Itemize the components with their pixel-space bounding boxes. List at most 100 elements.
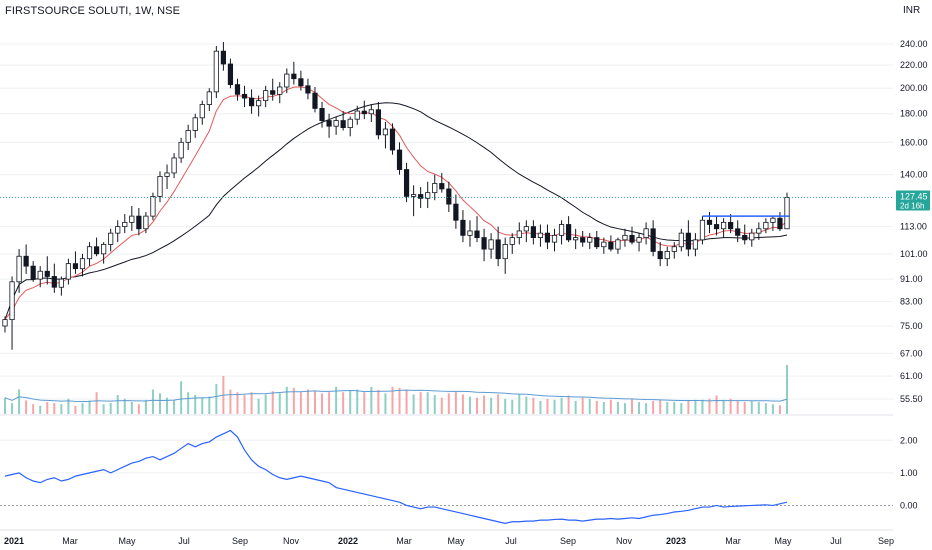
- candle: [2, 316, 8, 333]
- candle-body: [537, 232, 544, 238]
- candle-body: [523, 226, 529, 232]
- candle: [136, 208, 142, 236]
- candle: [65, 258, 72, 285]
- candle: [544, 224, 551, 250]
- candle: [601, 237, 607, 254]
- candle-body: [361, 110, 367, 115]
- candle-body: [220, 50, 226, 65]
- volume-bar: [166, 397, 169, 414]
- candle: [720, 218, 727, 238]
- price-axis[interactable]: 240.00 220.00 200.00 180.00 160.00 140.00 113.…: [896, 39, 930, 510]
- volume-bar: [778, 405, 781, 414]
- candle: [298, 70, 304, 91]
- candle-body: [44, 270, 50, 277]
- candle-body: [516, 230, 522, 238]
- volume-bar: [328, 392, 331, 414]
- candle: [178, 137, 184, 163]
- candle-body: [706, 219, 713, 225]
- time-axis[interactable]: 2021 Mar May Jul Sep Nov 2022 Mar May Jul Sep Nov 20…: [4, 536, 894, 546]
- candle-body: [143, 215, 149, 230]
- candle-body: [319, 108, 325, 121]
- volume-bar: [236, 392, 239, 414]
- candle-body: [763, 221, 769, 230]
- candle-body: [622, 234, 628, 241]
- candle: [30, 261, 36, 282]
- candle: [742, 224, 748, 245]
- candle: [171, 153, 177, 179]
- candle: [446, 181, 452, 213]
- osc-tick-label: 0.00: [900, 500, 918, 510]
- candle: [530, 220, 536, 245]
- candle-body: [629, 234, 635, 243]
- candle-body: [213, 50, 219, 93]
- volume-bar: [116, 394, 119, 414]
- candle-body: [608, 241, 614, 250]
- volume-bar: [342, 392, 345, 414]
- candle-body: [108, 232, 114, 245]
- time-tick-label: May: [118, 536, 136, 546]
- candle: [248, 89, 255, 114]
- candle: [706, 212, 713, 234]
- candle: [502, 237, 508, 274]
- candle-body: [171, 157, 177, 174]
- symbol-title[interactable]: FIRSTSOURCE SOLUTI, 1W, NSE: [5, 5, 181, 17]
- volume-bar: [18, 389, 21, 414]
- candle-body: [389, 128, 396, 151]
- candle-body: [439, 183, 445, 190]
- candle: [256, 95, 262, 117]
- volume-average-line: [4, 389, 788, 402]
- volume-bar: [384, 393, 387, 414]
- candle-body: [530, 226, 536, 238]
- candle-body: [382, 128, 389, 136]
- candle: [749, 228, 755, 247]
- volume-bar: [201, 397, 204, 414]
- candle-body: [277, 86, 283, 95]
- candle-body: [164, 172, 170, 177]
- candle-body: [425, 192, 431, 199]
- candle: [192, 113, 198, 138]
- candle-body: [615, 239, 621, 250]
- volume-bar: [144, 399, 147, 414]
- price-tick-label: 140.00: [900, 170, 928, 180]
- candle: [777, 212, 783, 231]
- candle-body: [375, 109, 381, 136]
- volume-bar: [440, 397, 443, 414]
- candle-body: [199, 104, 205, 119]
- candle: [784, 192, 790, 230]
- candle: [685, 220, 691, 257]
- candle: [312, 86, 318, 113]
- candle: [481, 228, 487, 262]
- volume-bar: [130, 402, 133, 414]
- candle: [763, 218, 769, 234]
- candle-body: [178, 141, 184, 159]
- volume-bar: [786, 365, 788, 414]
- candle: [396, 142, 403, 175]
- grid-lines: [0, 43, 893, 531]
- candle: [735, 220, 741, 243]
- candle: [143, 212, 149, 234]
- candle: [382, 121, 389, 149]
- candle-body: [347, 118, 353, 129]
- volume-bar: [67, 398, 70, 414]
- candle-body: [432, 183, 438, 194]
- volume-bar: [158, 393, 161, 414]
- volume-bar: [32, 404, 35, 414]
- volume-bar: [497, 394, 500, 414]
- volume-bar: [391, 386, 394, 414]
- candle-body: [551, 234, 558, 243]
- volume-bar: [708, 398, 711, 414]
- candle: [51, 263, 57, 293]
- volume-bar: [511, 399, 514, 414]
- volume-bar: [757, 402, 760, 414]
- volume-bar: [680, 403, 683, 414]
- volume-bar: [539, 400, 542, 414]
- candle-body: [735, 228, 741, 236]
- candle: [234, 78, 241, 101]
- volume-bar: [95, 392, 98, 414]
- candle-body: [403, 169, 410, 197]
- candle-body: [136, 215, 142, 230]
- candle-body: [79, 258, 86, 270]
- candle: [692, 233, 699, 257]
- candle-body: [354, 110, 360, 120]
